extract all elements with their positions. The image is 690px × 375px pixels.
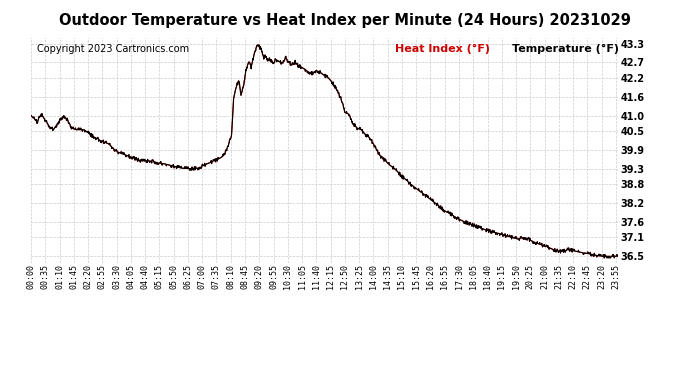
Text: Temperature (°F): Temperature (°F) xyxy=(512,44,619,54)
Text: Heat Index (°F): Heat Index (°F) xyxy=(395,44,490,54)
Text: Copyright 2023 Cartronics.com: Copyright 2023 Cartronics.com xyxy=(37,44,189,54)
Text: Outdoor Temperature vs Heat Index per Minute (24 Hours) 20231029: Outdoor Temperature vs Heat Index per Mi… xyxy=(59,13,631,28)
